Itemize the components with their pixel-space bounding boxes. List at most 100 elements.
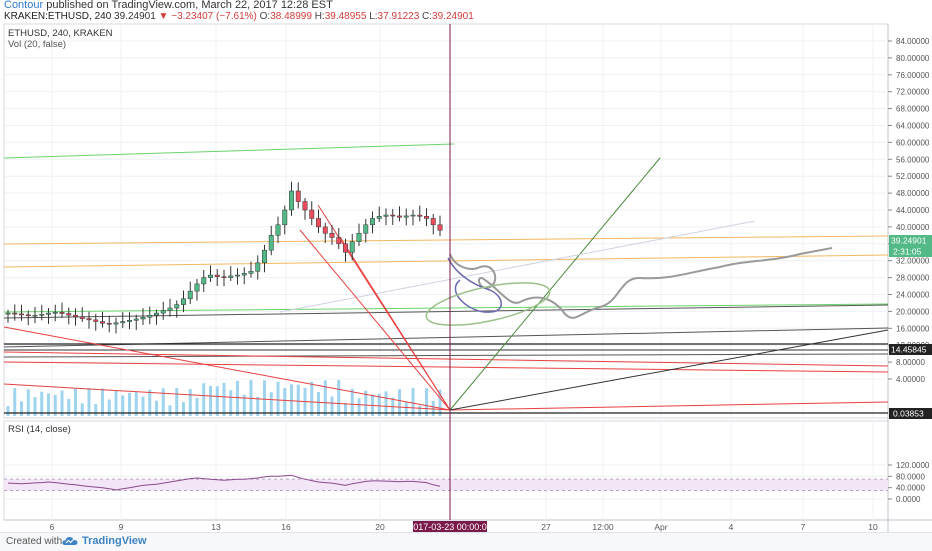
candle-body [248,271,254,274]
candle-body [127,320,132,322]
level-a-tag-label: 14.45845 [891,345,927,355]
level-a-tag [889,344,932,355]
candle-body [46,312,51,315]
time-tick-label: 13 [211,522,221,532]
volume-bar [350,388,354,416]
price-axis[interactable]: 84.00000 80.00000 76.00000 72.00000 68.00000… [888,37,930,384]
candle-body [86,318,92,321]
last-price-tag [889,235,932,246]
candle-body [174,304,180,309]
price-tick-label: 48.00000 [896,189,930,198]
volume-bar [114,390,118,416]
volume-bar [344,402,347,416]
price-tick-label: 52.00000 [896,172,930,181]
volume-bar [155,400,158,416]
candle-body [397,215,402,218]
candle-body [255,262,261,272]
price-pane[interactable] [3,23,889,419]
volume-legend: Vol (20, false) [8,39,66,50]
volume-bar [161,388,165,416]
time-tick-label: 10 [868,522,878,532]
volume-bar [337,380,341,416]
green-fan-line [449,157,661,411]
green-trendline-top [3,143,455,159]
candle-body [383,214,389,217]
candle-body [282,209,288,226]
candle-body [241,273,247,276]
volume-bar [242,394,246,416]
candle-body [370,218,375,226]
last-price-tag-label: 39.24901 [891,236,927,246]
time-tick-label: 4 [729,522,734,532]
candle-body [147,314,153,318]
candle-body [329,232,335,238]
price-tick-label: 68.00000 [896,105,930,114]
candle-body [167,307,173,311]
price-tick-label: 8.00000 [896,358,925,367]
time-tick-label: Apr [654,522,667,532]
rsi-pane[interactable] [3,420,889,521]
open-value: 38.48999 [270,11,312,22]
candle-body [376,216,382,219]
volume-bar [175,388,179,416]
volume-bar [418,405,422,416]
volume-bar [431,400,435,416]
volume-bar [26,389,30,416]
candle-body [181,298,186,305]
candle-body [289,190,294,211]
candle-body [309,209,315,219]
chart-canvas[interactable]: 84.0000080.0000076.0000072.0000068.00000… [0,22,932,532]
green-ellipse [425,282,551,326]
candle-body [228,275,234,278]
candle-body [140,317,146,320]
candle-body [410,214,416,217]
volume-bar [283,388,287,416]
volume-bar [202,383,206,416]
candle-body [349,241,355,253]
tradingview-brand[interactable]: TradingView [82,535,147,547]
candle-body [437,224,443,231]
rsi-tick-label: 80.0000 [896,472,925,481]
publish-line: Contour published on TradingView.com, Ma… [4,0,333,11]
candle-body [52,311,58,314]
volume-bar [101,388,104,416]
volume-bar [20,401,23,416]
red-line-c [449,401,889,411]
time-axis[interactable]: 6 9 13 16 20 27 12:00 Apr 4 7 10 [50,522,878,532]
countdown-tag [889,246,932,257]
rsi-band [4,479,888,491]
rsi-tick-label: 120.0000 [896,461,930,470]
volume-bar [317,392,320,416]
volume-bar [438,389,442,416]
candle-body [390,214,396,217]
volume-bar [128,392,131,416]
volume-bar [87,388,91,416]
price-change: −3.23407 (−7.61%) [171,11,257,22]
red-fan-line [339,236,451,411]
volume-bar [398,389,401,416]
rsi-axis[interactable]: 120.0000 80.0000 40.0000 0.0000 [888,461,930,504]
open-label: O: [259,11,271,22]
candle-body [424,216,429,219]
low-label: L: [369,11,378,22]
price-tick-label: 28.00000 [896,274,930,283]
green-trendline-mid [3,303,889,313]
volume-bar [107,399,111,416]
volume-bars [6,380,442,416]
high-value: 39.48955 [324,11,367,22]
author-link[interactable]: Contour [4,0,44,11]
rsi-line [7,474,441,491]
candle-body [275,224,281,236]
last-price: 39.24901 [114,11,156,22]
volume-bar [60,390,64,416]
rsi-tick-label: 0.0000 [896,495,921,504]
candle-body [113,322,119,325]
volume-bar [182,402,185,416]
volume-bar [364,390,368,416]
volume-bar [330,396,334,416]
candle-body [235,274,240,277]
price-tick-label: 20.00000 [896,307,930,316]
red-fan-line [299,229,451,411]
candle-body [302,201,308,211]
volume-bar [256,396,260,416]
